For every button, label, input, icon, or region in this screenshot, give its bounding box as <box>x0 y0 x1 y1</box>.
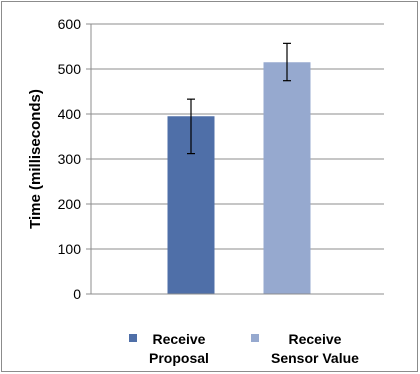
legend-swatch-receive-proposal <box>129 334 137 342</box>
y-tick-label-300: 300 <box>58 151 82 167</box>
y-axis-label: Time (milliseconds) <box>27 89 44 229</box>
legend-item-receive-sensor-value: Receive Sensor Value <box>251 330 359 368</box>
y-tick-label-500: 500 <box>58 61 82 77</box>
bars <box>167 62 311 294</box>
y-tick-label-100: 100 <box>58 241 82 257</box>
bar-receive-sensor-value <box>263 62 311 294</box>
legend-swatch-receive-sensor-value <box>251 334 259 342</box>
y-tick-label-600: 600 <box>58 16 82 32</box>
legend-item-receive-proposal: Receive Proposal <box>129 330 209 368</box>
y-tick-label-200: 200 <box>58 196 82 212</box>
y-tick-label-400: 400 <box>58 106 82 122</box>
error-bars <box>187 42 291 155</box>
y-tick-label-0: 0 <box>73 286 81 302</box>
y-axis-ticks: 0 100 200 300 400 500 600 <box>58 16 91 302</box>
legend-label-receive-sensor-value: Receive Sensor Value <box>271 331 359 366</box>
legend-label-receive-proposal: Receive Proposal <box>149 331 209 366</box>
gridlines <box>91 23 384 250</box>
